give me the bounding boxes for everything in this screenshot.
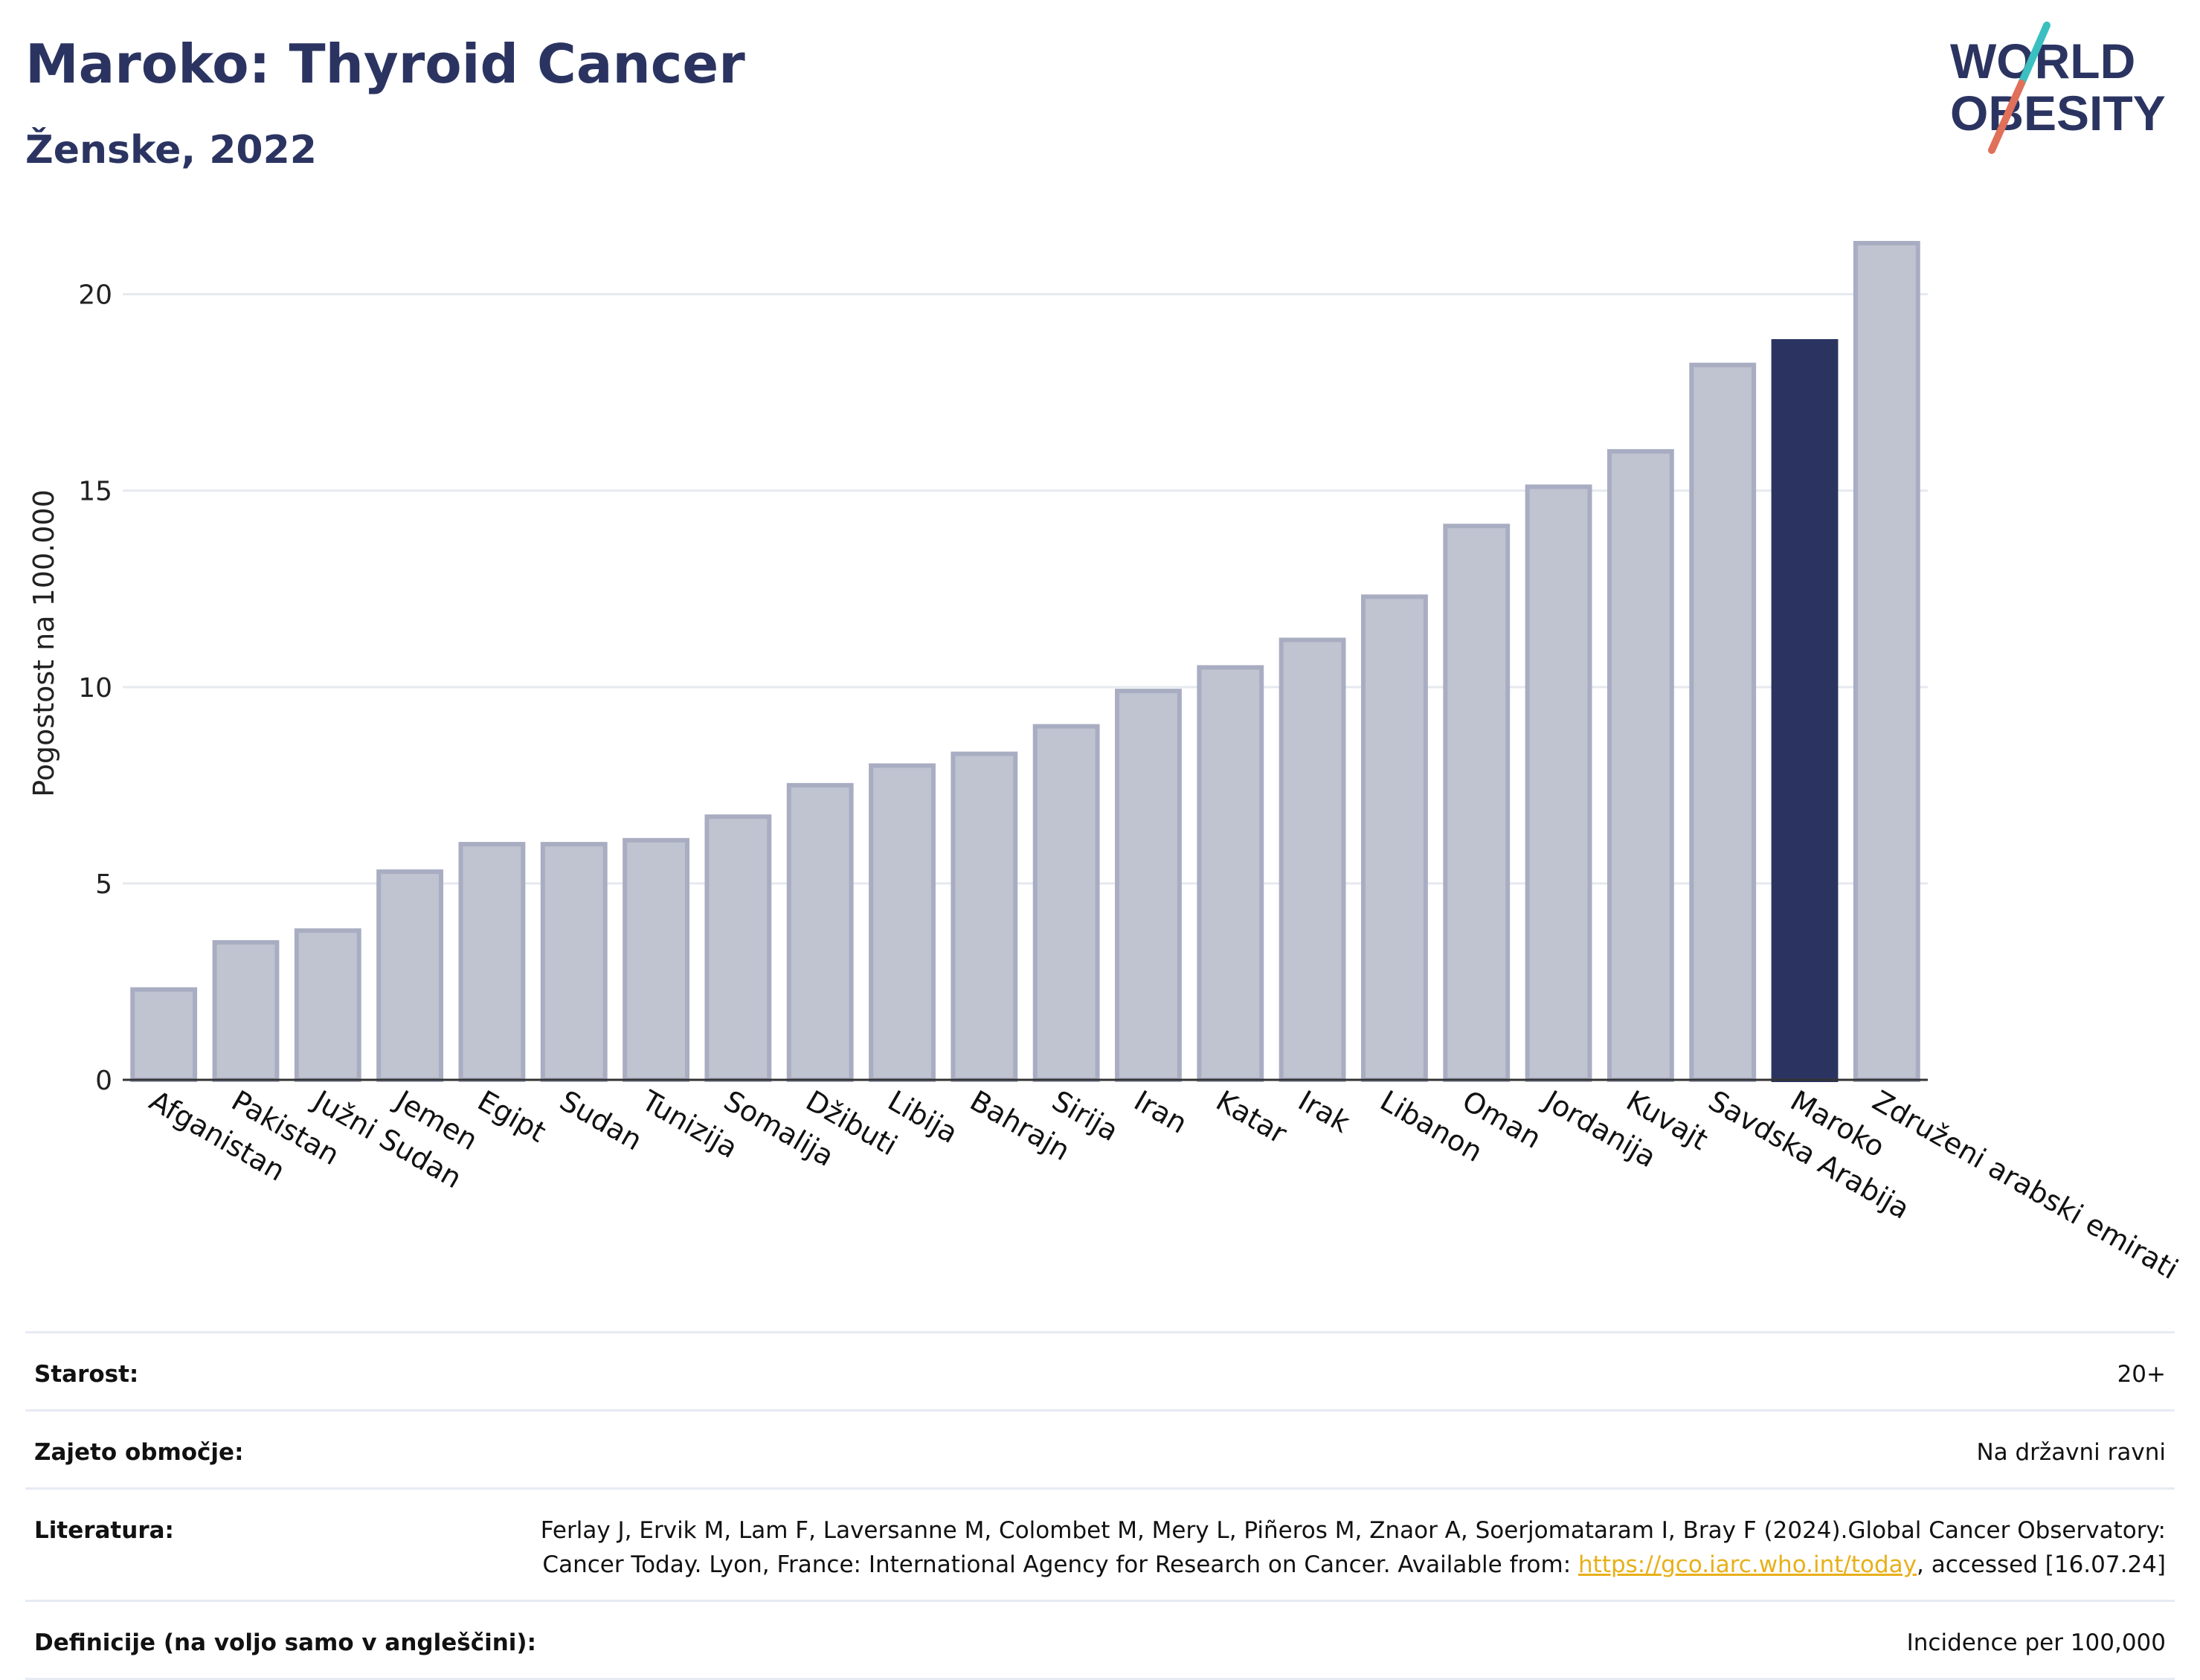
meta-label-coverage: Zajeto območje: xyxy=(34,1439,244,1466)
logo-text-obesity: OBESITY xyxy=(1950,86,2166,141)
bar xyxy=(1443,524,1511,1082)
bar xyxy=(623,837,689,1082)
bar xyxy=(869,763,936,1083)
bar xyxy=(458,842,526,1083)
y-tick-label: 0 xyxy=(95,1066,112,1096)
x-tick-label: Irak xyxy=(1293,1084,1355,1139)
x-tick-label: Egipt xyxy=(472,1084,552,1149)
bar xyxy=(1197,665,1264,1082)
meta-label-literature: Literatura: xyxy=(34,1517,174,1544)
bar xyxy=(1032,724,1100,1082)
meta-row-definitions: Definicije (na voljo samo v angleščini):… xyxy=(25,1600,2175,1680)
x-tick-label: Sudan xyxy=(554,1084,648,1157)
world-obesity-logo: WORLD OBESITY xyxy=(1950,22,2166,154)
logo-slash-top xyxy=(2018,22,2051,87)
bar xyxy=(1606,448,1674,1082)
meta-row-age: Starost: 20+ xyxy=(25,1331,2175,1409)
x-tick-label: Katar xyxy=(1211,1084,1293,1150)
bar xyxy=(540,842,608,1083)
bar xyxy=(1115,689,1182,1082)
page-title: Maroko: Thyroid Cancer xyxy=(25,33,745,95)
meta-value-age: 20+ xyxy=(2117,1361,2166,1388)
y-tick-label: 15 xyxy=(78,477,112,507)
bar xyxy=(1525,484,1592,1082)
meta-value-definitions: Incidence per 100,000 xyxy=(1906,1629,2166,1656)
bars xyxy=(130,240,1920,1083)
bar xyxy=(1278,637,1346,1082)
bar xyxy=(376,869,444,1082)
meta-value-literature: Ferlay J, Ervik M, Lam F, Laversanne M, … xyxy=(470,1513,2166,1582)
bar xyxy=(1771,339,1839,1082)
bar xyxy=(704,814,772,1082)
y-tick-label: 20 xyxy=(78,280,112,311)
meta-row-literature: Literatura: Ferlay J, Ervik M, Lam F, La… xyxy=(25,1487,2175,1600)
meta-row-coverage: Zajeto območje: Na državni ravni xyxy=(25,1409,2175,1487)
x-tick-label: Združeni arabski emirati xyxy=(1867,1084,2184,1286)
meta-label-definitions: Definicije (na voljo samo v angleščini): xyxy=(34,1629,536,1656)
logo-slash-bottom xyxy=(1988,80,2025,154)
meta-table: Starost: 20+ Zajeto območje: Na državni … xyxy=(25,1331,2175,1680)
bar xyxy=(1361,594,1428,1082)
reference-text: Ferlay J, Ervik M, Lam F, Laversanne M, … xyxy=(540,1517,2166,1578)
y-tick-label: 10 xyxy=(78,673,112,704)
meta-value-coverage: Na državni ravni xyxy=(1976,1439,2166,1466)
bar xyxy=(1853,240,1920,1082)
bar xyxy=(951,751,1018,1082)
y-axis-label: Pogostost na 100.000 xyxy=(28,489,60,797)
bar xyxy=(130,987,198,1083)
bar xyxy=(786,782,854,1082)
y-tick-label: 5 xyxy=(95,869,112,900)
bar xyxy=(1689,362,1757,1082)
reference-accessed: , accessed [16.07.24] xyxy=(1916,1551,2166,1578)
bar xyxy=(212,940,280,1082)
x-tick-label: Tunizija xyxy=(636,1084,744,1165)
y-tick-labels: 0 5 10 15 20 xyxy=(78,280,112,1096)
bar xyxy=(294,928,361,1082)
meta-label-age: Starost: xyxy=(34,1361,139,1388)
page-subtitle: Ženske, 2022 xyxy=(25,128,317,173)
x-tick-label: Iran xyxy=(1128,1084,1192,1140)
reference-link[interactable]: https://gco.iarc.who.int/today xyxy=(1578,1551,1917,1578)
